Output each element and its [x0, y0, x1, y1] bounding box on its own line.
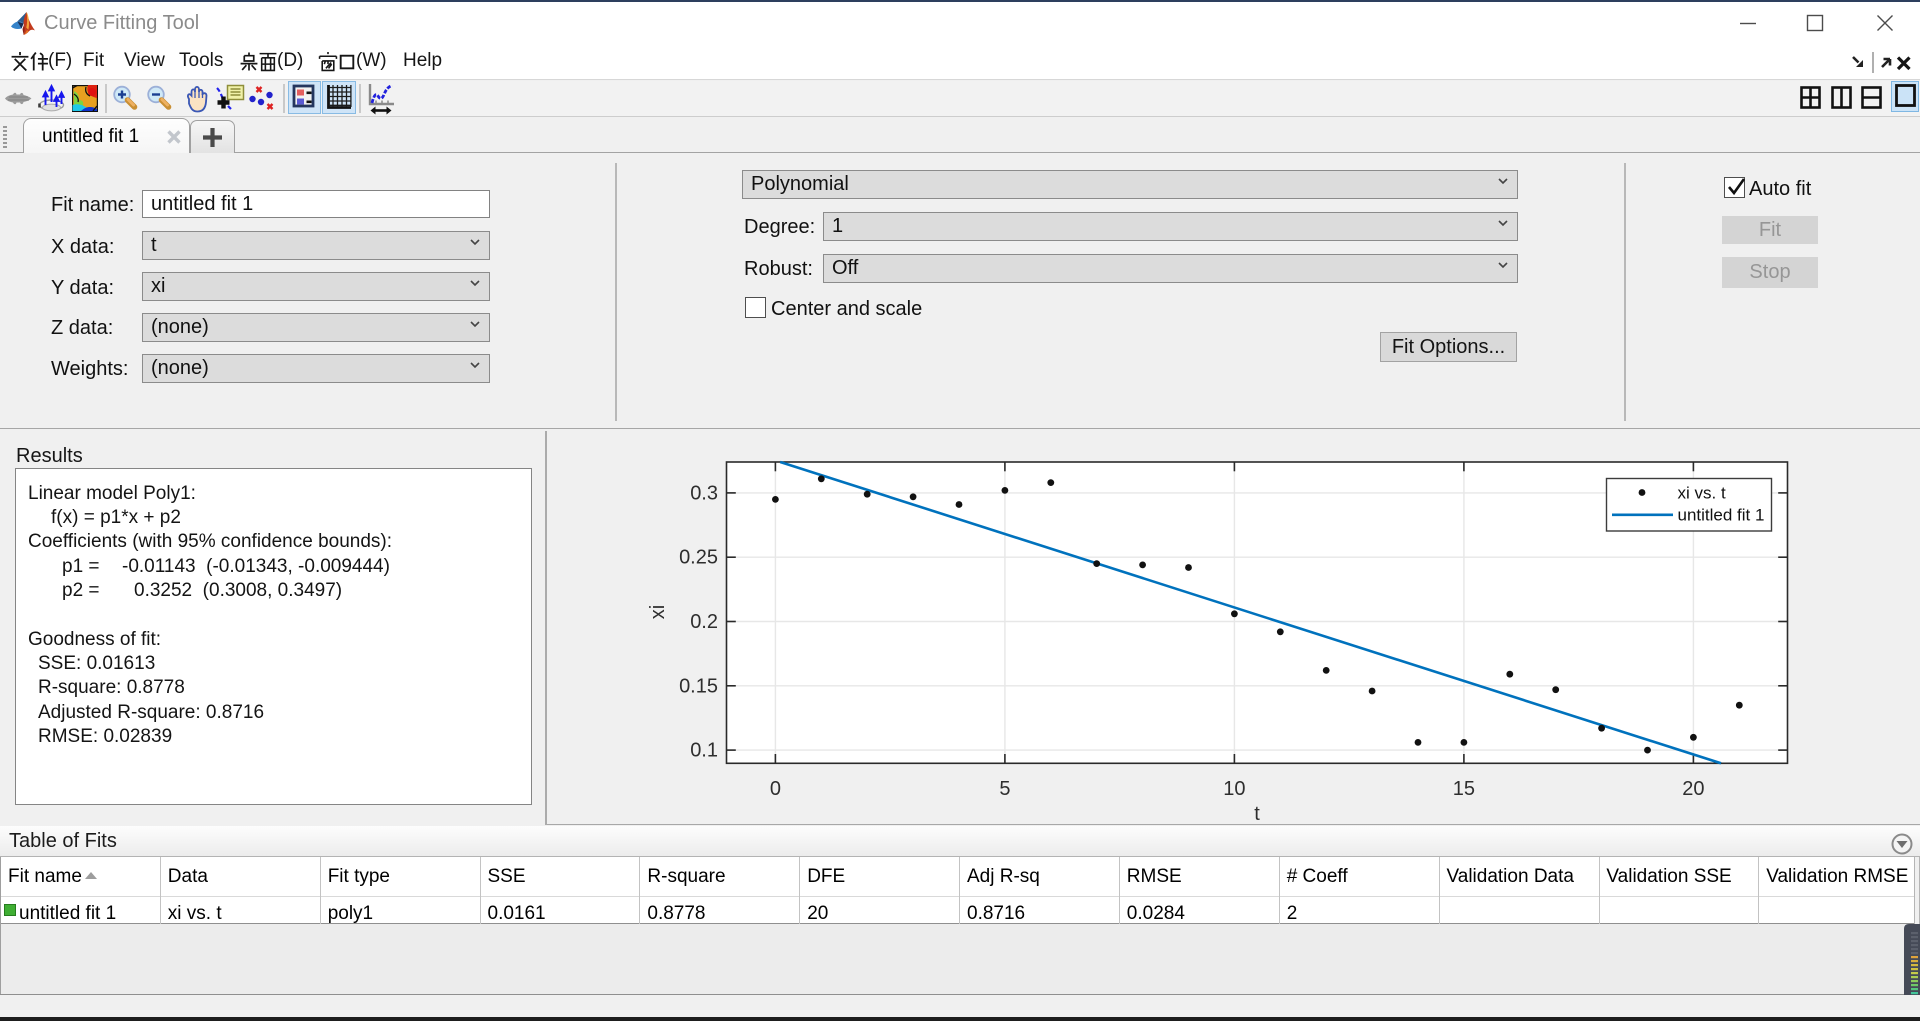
- svg-text:0.15: 0.15: [679, 675, 718, 697]
- svg-text:0: 0: [770, 778, 781, 800]
- svg-text:5: 5: [999, 778, 1010, 800]
- svg-text:xi vs. t: xi vs. t: [1678, 484, 1726, 503]
- svg-text:0.3: 0.3: [690, 482, 718, 504]
- svg-text:0.2: 0.2: [690, 611, 718, 633]
- svg-text:10: 10: [1223, 778, 1245, 800]
- svg-text:0.25: 0.25: [679, 547, 718, 569]
- svg-text:0.1: 0.1: [690, 740, 718, 762]
- svg-text:untitled fit 1: untitled fit 1: [1678, 506, 1765, 525]
- svg-text:t: t: [1254, 803, 1260, 825]
- svg-text:15: 15: [1453, 778, 1475, 800]
- svg-text:20: 20: [1682, 778, 1704, 800]
- svg-text:xi: xi: [647, 605, 669, 619]
